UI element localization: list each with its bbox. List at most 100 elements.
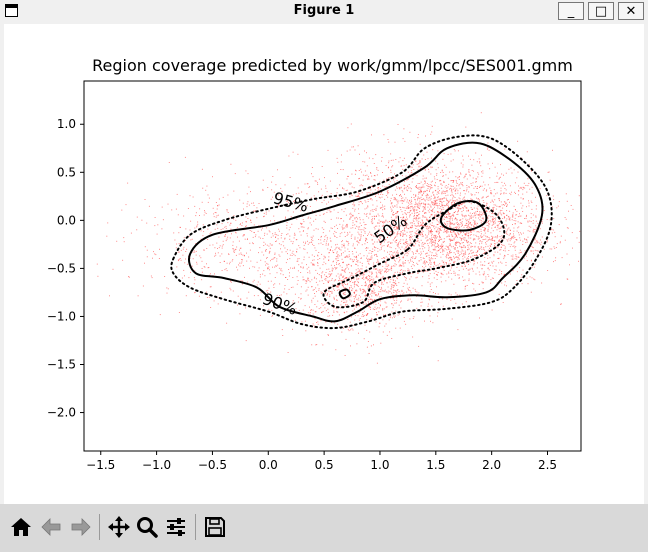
scatter-point	[431, 254, 432, 256]
scatter-point	[308, 279, 310, 281]
minimize-button[interactable]: _	[558, 2, 584, 20]
scatter-point	[402, 232, 404, 234]
close-button[interactable]: ✕	[618, 2, 644, 20]
scatter-point	[350, 194, 352, 196]
chart[interactable]: 50%90%95% −1.5 −1.0 −0.5 0.0 0.5 1.0 1.5 2.0 2.5…	[4, 24, 644, 504]
scatter-point	[312, 235, 314, 237]
scatter-point	[522, 205, 524, 207]
scatter-point	[177, 251, 179, 253]
scatter-point	[470, 256, 472, 258]
scatter-point	[237, 236, 238, 238]
scatter-point	[422, 248, 424, 250]
scatter-point	[430, 205, 432, 207]
scatter-point	[427, 225, 429, 227]
scatter-point	[340, 169, 342, 170]
scatter-point	[233, 250, 235, 252]
maximize-button[interactable]: □	[588, 2, 614, 20]
scatter-point	[340, 274, 342, 276]
scatter-point	[437, 229, 439, 231]
scatter-point	[363, 272, 365, 274]
scatter-point	[451, 203, 452, 205]
scatter-point	[417, 238, 419, 240]
scatter-point	[460, 173, 462, 175]
scatter-point	[337, 285, 339, 287]
scatter-point	[215, 202, 217, 203]
scatter-point	[453, 252, 455, 254]
scatter-point	[367, 258, 369, 260]
scatter-point	[363, 227, 365, 229]
scatter-point	[518, 234, 520, 236]
scatter-point	[319, 258, 321, 259]
scatter-point	[396, 258, 398, 260]
scatter-point	[334, 322, 336, 324]
scatter-point	[369, 293, 371, 295]
scatter-point	[520, 222, 522, 224]
scatter-point	[361, 262, 363, 264]
scatter-point	[443, 193, 445, 194]
scatter-point	[436, 274, 438, 276]
scatter-point	[359, 226, 361, 228]
scatter-point	[489, 220, 491, 221]
scatter-point	[437, 360, 439, 362]
scatter-point	[367, 233, 369, 235]
scatter-point	[441, 219, 443, 221]
scatter-point	[302, 309, 304, 311]
scatter-point	[208, 197, 210, 199]
scatter-point	[494, 245, 495, 247]
scatter-point	[388, 192, 390, 194]
scatter-point	[388, 269, 389, 271]
scatter-point	[460, 183, 462, 185]
scatter-point	[354, 224, 356, 226]
scatter-point	[488, 223, 490, 224]
scatter-point	[405, 219, 407, 221]
scatter-point	[504, 248, 506, 250]
scatter-point	[516, 177, 518, 179]
scatter-point	[487, 268, 489, 270]
scatter-point	[383, 236, 385, 238]
scatter-point	[391, 284, 393, 285]
scatter-point	[532, 230, 534, 232]
scatter-point	[316, 344, 318, 345]
scatter-point	[392, 239, 394, 241]
scatter-point	[473, 234, 475, 236]
scatter-point	[408, 207, 409, 209]
scatter-point	[468, 171, 470, 173]
figure-canvas[interactable]: 50% 90% 95% −1.5 −1.0 −0.5 0.0 0.5 1.0 1.5 2.0 2.5…	[4, 24, 644, 504]
scatter-point	[526, 239, 528, 241]
scatter-point	[377, 169, 379, 171]
scatter-point	[441, 260, 443, 262]
scatter-point	[376, 167, 378, 168]
scatter-point	[451, 222, 453, 224]
scatter-point	[412, 272, 414, 274]
scatter-point	[438, 230, 440, 232]
scatter-point	[410, 226, 412, 228]
scatter-point	[445, 185, 447, 186]
scatter-point	[420, 305, 422, 307]
scatter-point	[504, 254, 505, 256]
scatter-point	[444, 228, 446, 230]
scatter-point	[349, 213, 351, 215]
scatter-point	[468, 221, 470, 223]
scatter-point	[445, 231, 447, 233]
scatter-point	[480, 230, 482, 232]
scatter-point	[446, 229, 448, 231]
scatter-point	[409, 203, 411, 205]
scatter-point	[507, 228, 509, 230]
scatter-point	[418, 260, 420, 262]
scatter-point	[500, 201, 502, 203]
scatter-point	[400, 186, 402, 188]
scatter-point	[351, 234, 353, 236]
scatter-point	[487, 231, 489, 232]
scatter-point	[387, 251, 388, 253]
scatter-point	[443, 241, 445, 243]
scatter-point	[207, 267, 209, 269]
scatter-point	[244, 276, 245, 278]
scatter-point	[367, 178, 368, 180]
scatter-point	[302, 279, 304, 281]
scatter-point	[312, 309, 314, 311]
scatter-point	[376, 275, 378, 277]
scatter-point	[456, 226, 458, 228]
scatter-point	[404, 254, 406, 256]
scatter-point	[232, 244, 234, 246]
scatter-point	[306, 268, 308, 270]
